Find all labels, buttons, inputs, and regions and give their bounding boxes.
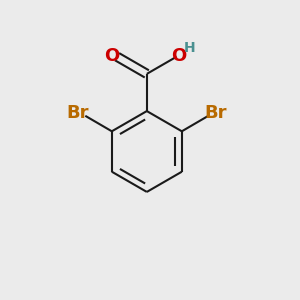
Text: O: O — [104, 46, 120, 64]
Text: Br: Br — [204, 104, 227, 122]
Text: Br: Br — [67, 104, 89, 122]
Text: H: H — [184, 41, 195, 55]
Text: O: O — [171, 46, 187, 64]
